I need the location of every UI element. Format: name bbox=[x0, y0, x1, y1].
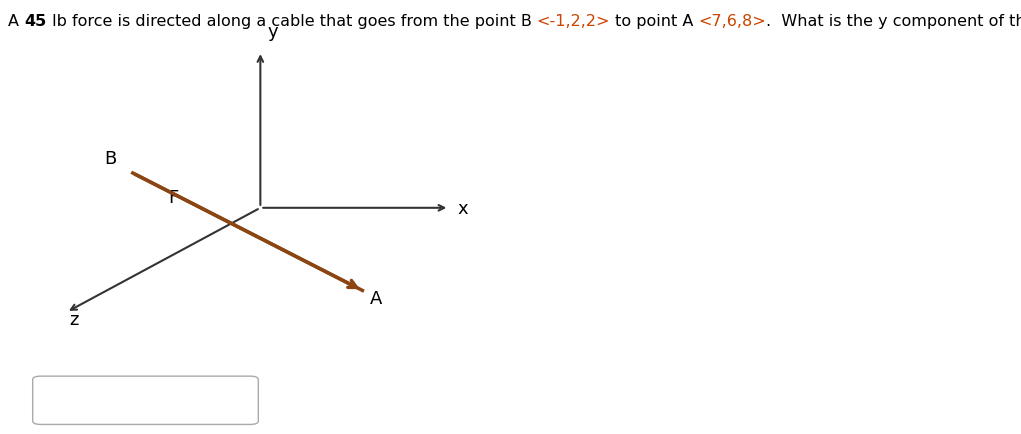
Text: <7,6,8>: <7,6,8> bbox=[698, 14, 767, 29]
Text: B: B bbox=[104, 149, 116, 168]
Text: A: A bbox=[8, 14, 25, 29]
Text: z: z bbox=[69, 310, 79, 328]
Text: <-1,2,2>: <-1,2,2> bbox=[537, 14, 610, 29]
Text: F: F bbox=[168, 188, 179, 207]
Text: 45: 45 bbox=[25, 14, 47, 29]
Text: A: A bbox=[370, 289, 382, 308]
Text: lb force is directed along a cable that goes from the point B: lb force is directed along a cable that … bbox=[47, 14, 537, 29]
Text: x: x bbox=[457, 199, 468, 217]
FancyBboxPatch shape bbox=[33, 376, 258, 424]
Text: to point A: to point A bbox=[610, 14, 698, 29]
Text: .  What is the y component of the force?: . What is the y component of the force? bbox=[767, 14, 1021, 29]
Text: y: y bbox=[268, 23, 278, 41]
